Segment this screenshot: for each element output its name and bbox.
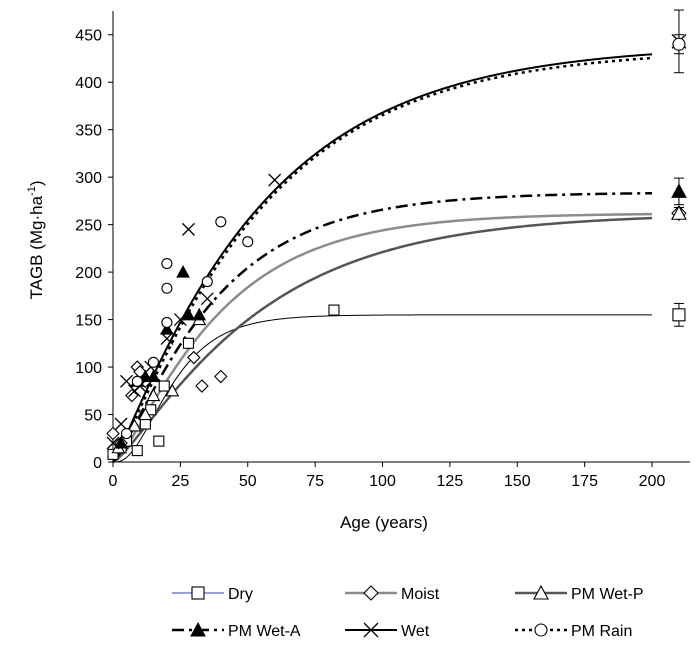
data-points (106, 173, 340, 460)
point-wet (114, 417, 128, 431)
x-tick-label: 50 (239, 473, 257, 490)
legend-label-pm-wet-p: PM Wet-P (571, 586, 644, 603)
legend-label-pm-rain: PM Rain (571, 623, 632, 640)
point-pm-rain (201, 276, 213, 288)
point-moist (214, 369, 228, 384)
legend-label-moist: Moist (401, 586, 440, 603)
asymptote-point-dry (672, 308, 686, 322)
asymptote-point-pm-wet-a (671, 183, 687, 198)
curve-pm-wet-p (112, 216, 653, 464)
legend-label-pm-wet-a: PM Wet-A (228, 623, 301, 640)
legend-entry-moist: Moist (345, 585, 440, 603)
legend-marker-dry (191, 586, 205, 600)
curve-pm-rain (112, 56, 653, 463)
legend-label-dry: Dry (228, 586, 253, 603)
point-moist (195, 379, 209, 393)
y-axis-label-text: TAGB (Mg·ha (27, 195, 46, 299)
y-tick-label: 250 (75, 218, 102, 235)
y-tick-label: 50 (84, 408, 102, 425)
y-axis-label-superscript: -1 (26, 186, 38, 196)
y-tick-label: 200 (75, 265, 102, 282)
point-wet (200, 292, 214, 306)
curve-pm-wet-a (112, 191, 653, 463)
point-pm-wet-a (192, 307, 207, 321)
curve-moist (112, 212, 653, 464)
legend-marker-wet (363, 622, 379, 638)
point-pm-wet-p (138, 407, 153, 421)
point-dry (328, 304, 340, 316)
point-pm-rain (120, 427, 133, 440)
y-axis-label-close: ) (27, 180, 46, 186)
point-pm-rain (161, 316, 173, 328)
x-axis-label: Age (years) (340, 513, 428, 532)
curve-dry (112, 314, 652, 463)
legend-label-wet: Wet (401, 623, 430, 640)
legend-entry-dry: Dry (172, 586, 253, 603)
point-dry (107, 448, 119, 460)
point-pm-rain (215, 216, 227, 228)
y-tick-label: 150 (75, 313, 102, 330)
point-wet (106, 436, 120, 450)
point-pm-wet-p (165, 383, 180, 397)
y-tick-label: 450 (75, 28, 102, 45)
legend: Dry Moist PM Wet-P PM Wet-A Wet PM Rain (172, 584, 644, 640)
y-tick-label: 100 (75, 360, 102, 377)
point-wet (173, 313, 187, 327)
point-dry (182, 337, 195, 349)
x-tick-label: 0 (109, 473, 118, 490)
legend-entry-pm-rain: PM Rain (515, 623, 632, 640)
point-pm-rain (161, 282, 173, 294)
point-wet (160, 332, 174, 346)
point-pm-wet-p (146, 388, 161, 402)
x-tick-label: 175 (571, 473, 598, 490)
fitted-curves (112, 53, 653, 464)
x-tick-label: 75 (306, 473, 324, 490)
legend-marker-pm-wet-a (190, 621, 206, 637)
point-pm-rain (161, 258, 173, 270)
y-tick-label: 300 (75, 170, 102, 187)
point-moist (106, 426, 120, 441)
point-wet (120, 374, 133, 388)
point-pm-wet-p (127, 418, 142, 432)
y-tick-label: 400 (75, 75, 102, 92)
x-tick-label: 125 (437, 473, 464, 490)
legend-entry-pm-wet-a: PM Wet-A (172, 621, 301, 640)
point-dry (153, 435, 165, 447)
asymptote-point-pm-wet-p (671, 205, 687, 220)
point-moist (187, 350, 201, 365)
point-wet (268, 173, 282, 187)
x-tick-label: 25 (171, 473, 189, 490)
legend-entry-pm-wet-p: PM Wet-P (515, 584, 644, 603)
y-tick-label: 0 (93, 455, 102, 472)
point-pm-wet-a (176, 265, 190, 278)
point-wet (182, 222, 195, 236)
x-tick-label: 100 (369, 473, 396, 490)
point-pm-rain (131, 375, 143, 387)
point-dry (139, 418, 151, 430)
x-tick-label: 200 (639, 473, 666, 490)
point-pm-wet-a (160, 322, 174, 335)
point-pm-wet-a (114, 435, 128, 449)
point-pm-rain (147, 356, 159, 368)
legend-marker-pm-rain (534, 623, 548, 637)
point-pm-wet-a (146, 369, 161, 383)
x-tick-label: 150 (504, 473, 531, 490)
axes: 0 50 100 150 200 250 300 350 400 450 0 25 50 75 100 125… (75, 11, 690, 490)
asymptote-point-pm-rain (672, 37, 686, 51)
y-axis-label: TAGB (Mg·ha-1) (26, 180, 46, 299)
point-moist (125, 388, 139, 403)
asymptote-markers (671, 9, 687, 327)
legend-entry-wet: Wet (345, 622, 430, 640)
point-dry (158, 380, 170, 392)
legend-marker-moist (363, 585, 379, 601)
point-dry (131, 445, 143, 457)
y-tick-label: 350 (75, 123, 102, 140)
point-pm-rain (242, 236, 254, 248)
legend-marker-pm-wet-p (533, 584, 549, 600)
